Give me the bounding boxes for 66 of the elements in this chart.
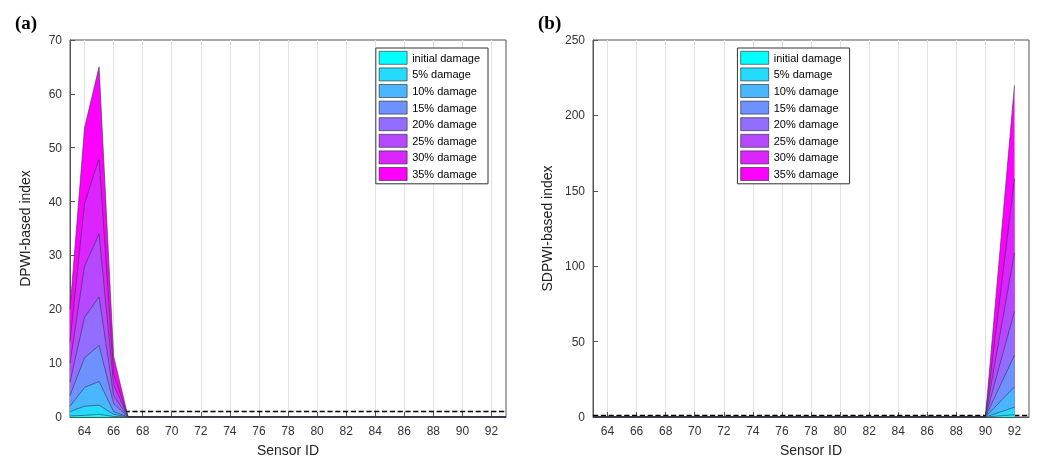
y-tick-label: 30 xyxy=(48,248,63,263)
legend-label: 20% damage xyxy=(412,118,477,131)
y-tick-label: 200 xyxy=(564,108,586,123)
x-axis-title: Sensor ID xyxy=(256,442,320,458)
legend-label: 15% damage xyxy=(773,101,839,114)
x-tick-label: 86 xyxy=(920,424,935,438)
x-tick-label: 72 xyxy=(194,424,208,438)
y-tick-label: 250 xyxy=(564,33,586,47)
x-tick-label: 74 xyxy=(223,424,237,438)
y-tick-label: 10 xyxy=(48,356,63,371)
x-tick-label: 76 xyxy=(252,424,266,438)
x-tick-label: 70 xyxy=(165,424,179,438)
x-tick-label: 82 xyxy=(862,424,877,438)
y-tick-label: 70 xyxy=(48,33,63,47)
x-tick-label: 92 xyxy=(1007,424,1022,438)
y-axis-title: DPWI-based index xyxy=(17,170,33,287)
y-tick-label: 100 xyxy=(564,259,586,274)
x-tick-label: 72 xyxy=(717,424,731,438)
y-tick-label: 0 xyxy=(55,410,63,424)
legend-label: 25% damage xyxy=(773,134,839,147)
y-axis-title: SDPWI-based index xyxy=(539,165,556,292)
y-tick-label: 60 xyxy=(48,86,63,101)
x-tick-label: 92 xyxy=(484,424,499,438)
legend-label: 35% damage xyxy=(773,168,839,180)
x-tick-label: 74 xyxy=(746,424,760,438)
x-tick-label: 64 xyxy=(77,424,92,438)
chart-title: (b) xyxy=(538,12,562,34)
x-tick-label: 90 xyxy=(455,424,470,438)
x-tick-label: 88 xyxy=(426,424,441,438)
y-tick-label: 0 xyxy=(578,410,586,424)
x-tick-label: 64 xyxy=(600,424,615,438)
x-tick-label: 70 xyxy=(688,424,702,438)
x-tick-label: 80 xyxy=(833,424,848,438)
legend-label: initial damage xyxy=(773,51,842,64)
legend-label: 20% damage xyxy=(773,118,839,131)
x-tick-label: 66 xyxy=(629,424,644,438)
legend-label: 25% damage xyxy=(412,134,477,147)
legend-label: 5% damage xyxy=(773,68,833,81)
y-tick-label: 20 xyxy=(48,302,63,317)
x-tick-label: 80 xyxy=(310,424,325,438)
x-axis-title: Sensor ID xyxy=(779,442,843,458)
legend-label: 30% damage xyxy=(773,151,839,164)
x-tick-label: 68 xyxy=(135,424,150,438)
x-tick-label: 76 xyxy=(775,424,789,438)
legend-label: 30% damage xyxy=(412,151,477,164)
y-tick-label: 50 xyxy=(571,334,586,349)
x-tick-label: 78 xyxy=(804,424,818,438)
x-tick-label: 86 xyxy=(397,424,412,438)
legend-label: 15% damage xyxy=(412,101,477,114)
x-tick-label: 68 xyxy=(658,424,673,438)
x-tick-label: 82 xyxy=(339,424,354,438)
y-tick-label: 40 xyxy=(48,194,63,209)
x-tick-label: 78 xyxy=(281,424,295,438)
x-tick-label: 88 xyxy=(949,424,964,438)
chart-title: (a) xyxy=(15,12,38,34)
legend-label: 5% damage xyxy=(412,68,471,81)
legend-label: initial damage xyxy=(412,51,480,64)
x-tick-label: 84 xyxy=(368,424,383,438)
y-tick-label: 50 xyxy=(48,140,63,155)
x-tick-label: 90 xyxy=(978,424,993,438)
legend-label: 10% damage xyxy=(773,85,839,97)
x-tick-label: 84 xyxy=(891,424,906,438)
x-tick-label: 66 xyxy=(106,424,121,438)
y-tick-label: 150 xyxy=(564,183,586,198)
legend-label: 35% damage xyxy=(412,168,477,180)
legend-label: 10% damage xyxy=(412,85,477,97)
